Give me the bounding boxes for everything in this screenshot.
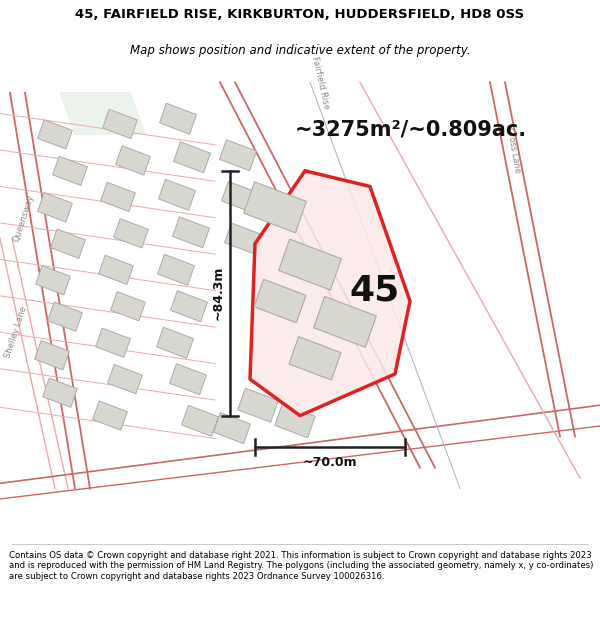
Bar: [103, 109, 137, 139]
Text: ~3275m²/~0.809ac.: ~3275m²/~0.809ac.: [295, 119, 527, 139]
Bar: [289, 337, 341, 380]
Bar: [173, 142, 211, 172]
Bar: [38, 192, 73, 222]
Bar: [182, 406, 218, 436]
Polygon shape: [60, 92, 145, 134]
Text: Fairfield Rise: Fairfield Rise: [310, 55, 331, 109]
Bar: [110, 292, 145, 321]
Text: Queensway: Queensway: [12, 193, 36, 242]
Bar: [220, 140, 256, 171]
Bar: [170, 364, 206, 394]
Bar: [38, 120, 73, 149]
Bar: [214, 412, 250, 444]
Bar: [173, 217, 209, 248]
Bar: [113, 219, 148, 248]
Polygon shape: [250, 171, 410, 416]
Bar: [278, 239, 341, 290]
Bar: [101, 182, 136, 211]
Bar: [221, 181, 259, 213]
Bar: [47, 302, 82, 331]
Bar: [53, 156, 88, 186]
Bar: [43, 378, 77, 408]
Text: Map shows position and indicative extent of the property.: Map shows position and indicative extent…: [130, 44, 470, 57]
Bar: [170, 291, 208, 322]
Bar: [98, 255, 133, 284]
Bar: [107, 364, 142, 394]
Bar: [244, 182, 307, 232]
Bar: [95, 328, 130, 357]
Text: 45, FAIRFIELD RISE, KIRKBURTON, HUDDERSFIELD, HD8 0SS: 45, FAIRFIELD RISE, KIRKBURTON, HUDDERSF…: [76, 8, 524, 21]
Bar: [158, 254, 194, 285]
Bar: [254, 279, 306, 322]
Bar: [50, 229, 85, 258]
Text: ~84.3m: ~84.3m: [212, 266, 224, 320]
Bar: [92, 401, 127, 430]
Text: Contains OS data © Crown copyright and database right 2021. This information is : Contains OS data © Crown copyright and d…: [9, 551, 593, 581]
Bar: [158, 179, 196, 210]
Text: Shelley Lane: Shelley Lane: [3, 305, 28, 359]
Bar: [35, 266, 70, 295]
Bar: [35, 341, 70, 370]
Bar: [224, 223, 262, 254]
Bar: [238, 388, 278, 422]
Bar: [275, 404, 315, 438]
Text: ~70.0m: ~70.0m: [302, 456, 358, 469]
Text: Cross Lane: Cross Lane: [505, 126, 522, 174]
Bar: [314, 296, 376, 348]
Bar: [157, 328, 193, 358]
Text: 45: 45: [350, 274, 400, 308]
Bar: [116, 146, 151, 175]
Bar: [160, 103, 196, 134]
